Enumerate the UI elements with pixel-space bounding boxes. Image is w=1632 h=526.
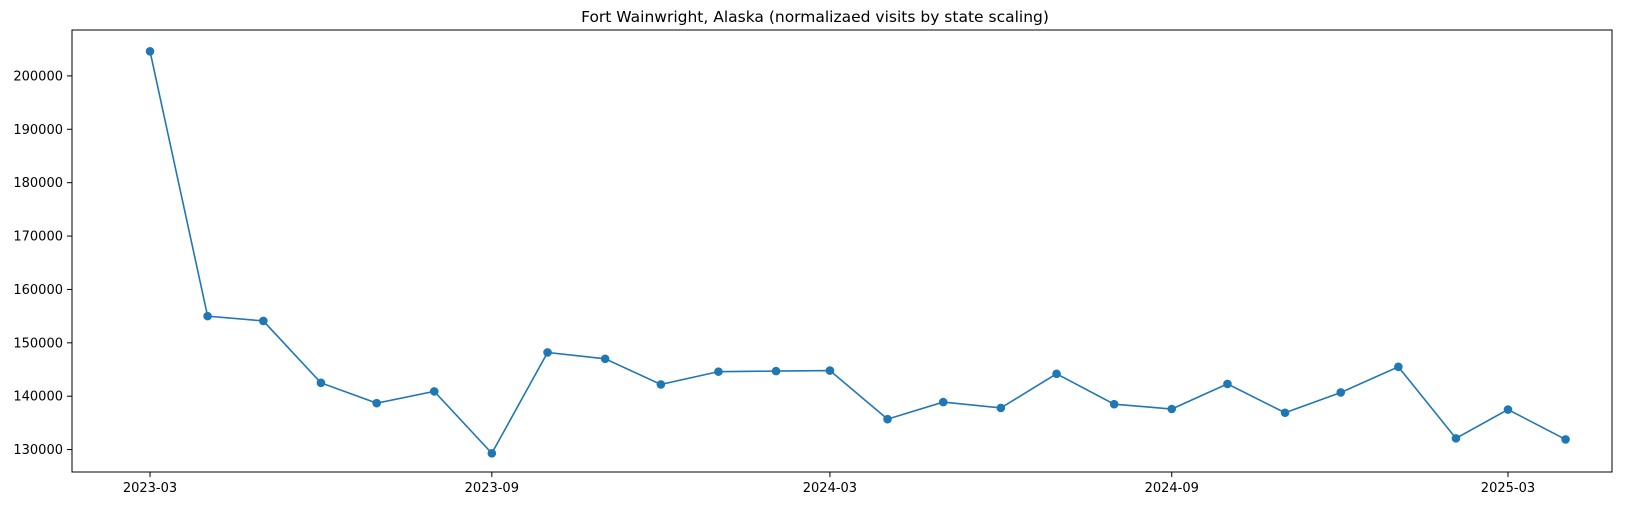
x-tick-label: 2023-09 — [465, 481, 519, 496]
data-point — [1451, 434, 1461, 443]
x-tick-label: 2024-09 — [1145, 481, 1199, 496]
data-point — [600, 354, 610, 364]
data-point — [316, 378, 326, 388]
x-tick-label: 2024-03 — [803, 481, 857, 496]
data-point — [1109, 399, 1119, 409]
data-point — [996, 403, 1006, 413]
data-point — [429, 387, 439, 396]
plot-frame — [71, 29, 1613, 473]
data-point — [1280, 408, 1290, 418]
data-point — [145, 47, 155, 56]
data-point — [1167, 404, 1177, 414]
x-axis: 2023-03 2023-09 2024-03 2024-09 2025-03 — [123, 472, 1535, 496]
y-tick-label: 170000 — [13, 230, 63, 245]
data-point — [714, 367, 723, 376]
data-point — [825, 366, 835, 375]
y-tick-label: 140000 — [13, 390, 63, 405]
chart-title: Fort Wainwright, Alaska (normalizaed vis… — [581, 8, 1049, 26]
data-point — [1223, 379, 1232, 389]
data-point — [1561, 435, 1570, 444]
data-point — [938, 397, 948, 407]
y-tick-label: 150000 — [13, 336, 63, 351]
data-point — [1052, 369, 1061, 379]
data-point — [1336, 388, 1346, 397]
data-point — [259, 316, 268, 326]
data-point — [771, 366, 781, 376]
y-tick-label: 200000 — [13, 69, 63, 84]
x-tick-label: 2025-03 — [1481, 481, 1535, 496]
y-axis: 130000 140000 150000 160000 170000 180000 1900… — [13, 69, 72, 458]
y-tick-label: 190000 — [13, 123, 63, 138]
data-point — [1503, 405, 1513, 414]
data-point — [487, 449, 497, 458]
y-tick-label: 130000 — [13, 443, 63, 458]
data-point — [656, 380, 666, 389]
y-tick-label: 160000 — [13, 283, 63, 298]
data-point — [883, 414, 892, 424]
series-layer — [145, 47, 1570, 458]
series-line — [149, 51, 1566, 455]
data-point — [1394, 362, 1403, 372]
y-tick-label: 180000 — [13, 176, 63, 191]
x-tick-label: 2023-03 — [123, 481, 177, 496]
data-point — [203, 311, 212, 321]
data-point — [372, 398, 381, 408]
data-point — [543, 348, 552, 357]
